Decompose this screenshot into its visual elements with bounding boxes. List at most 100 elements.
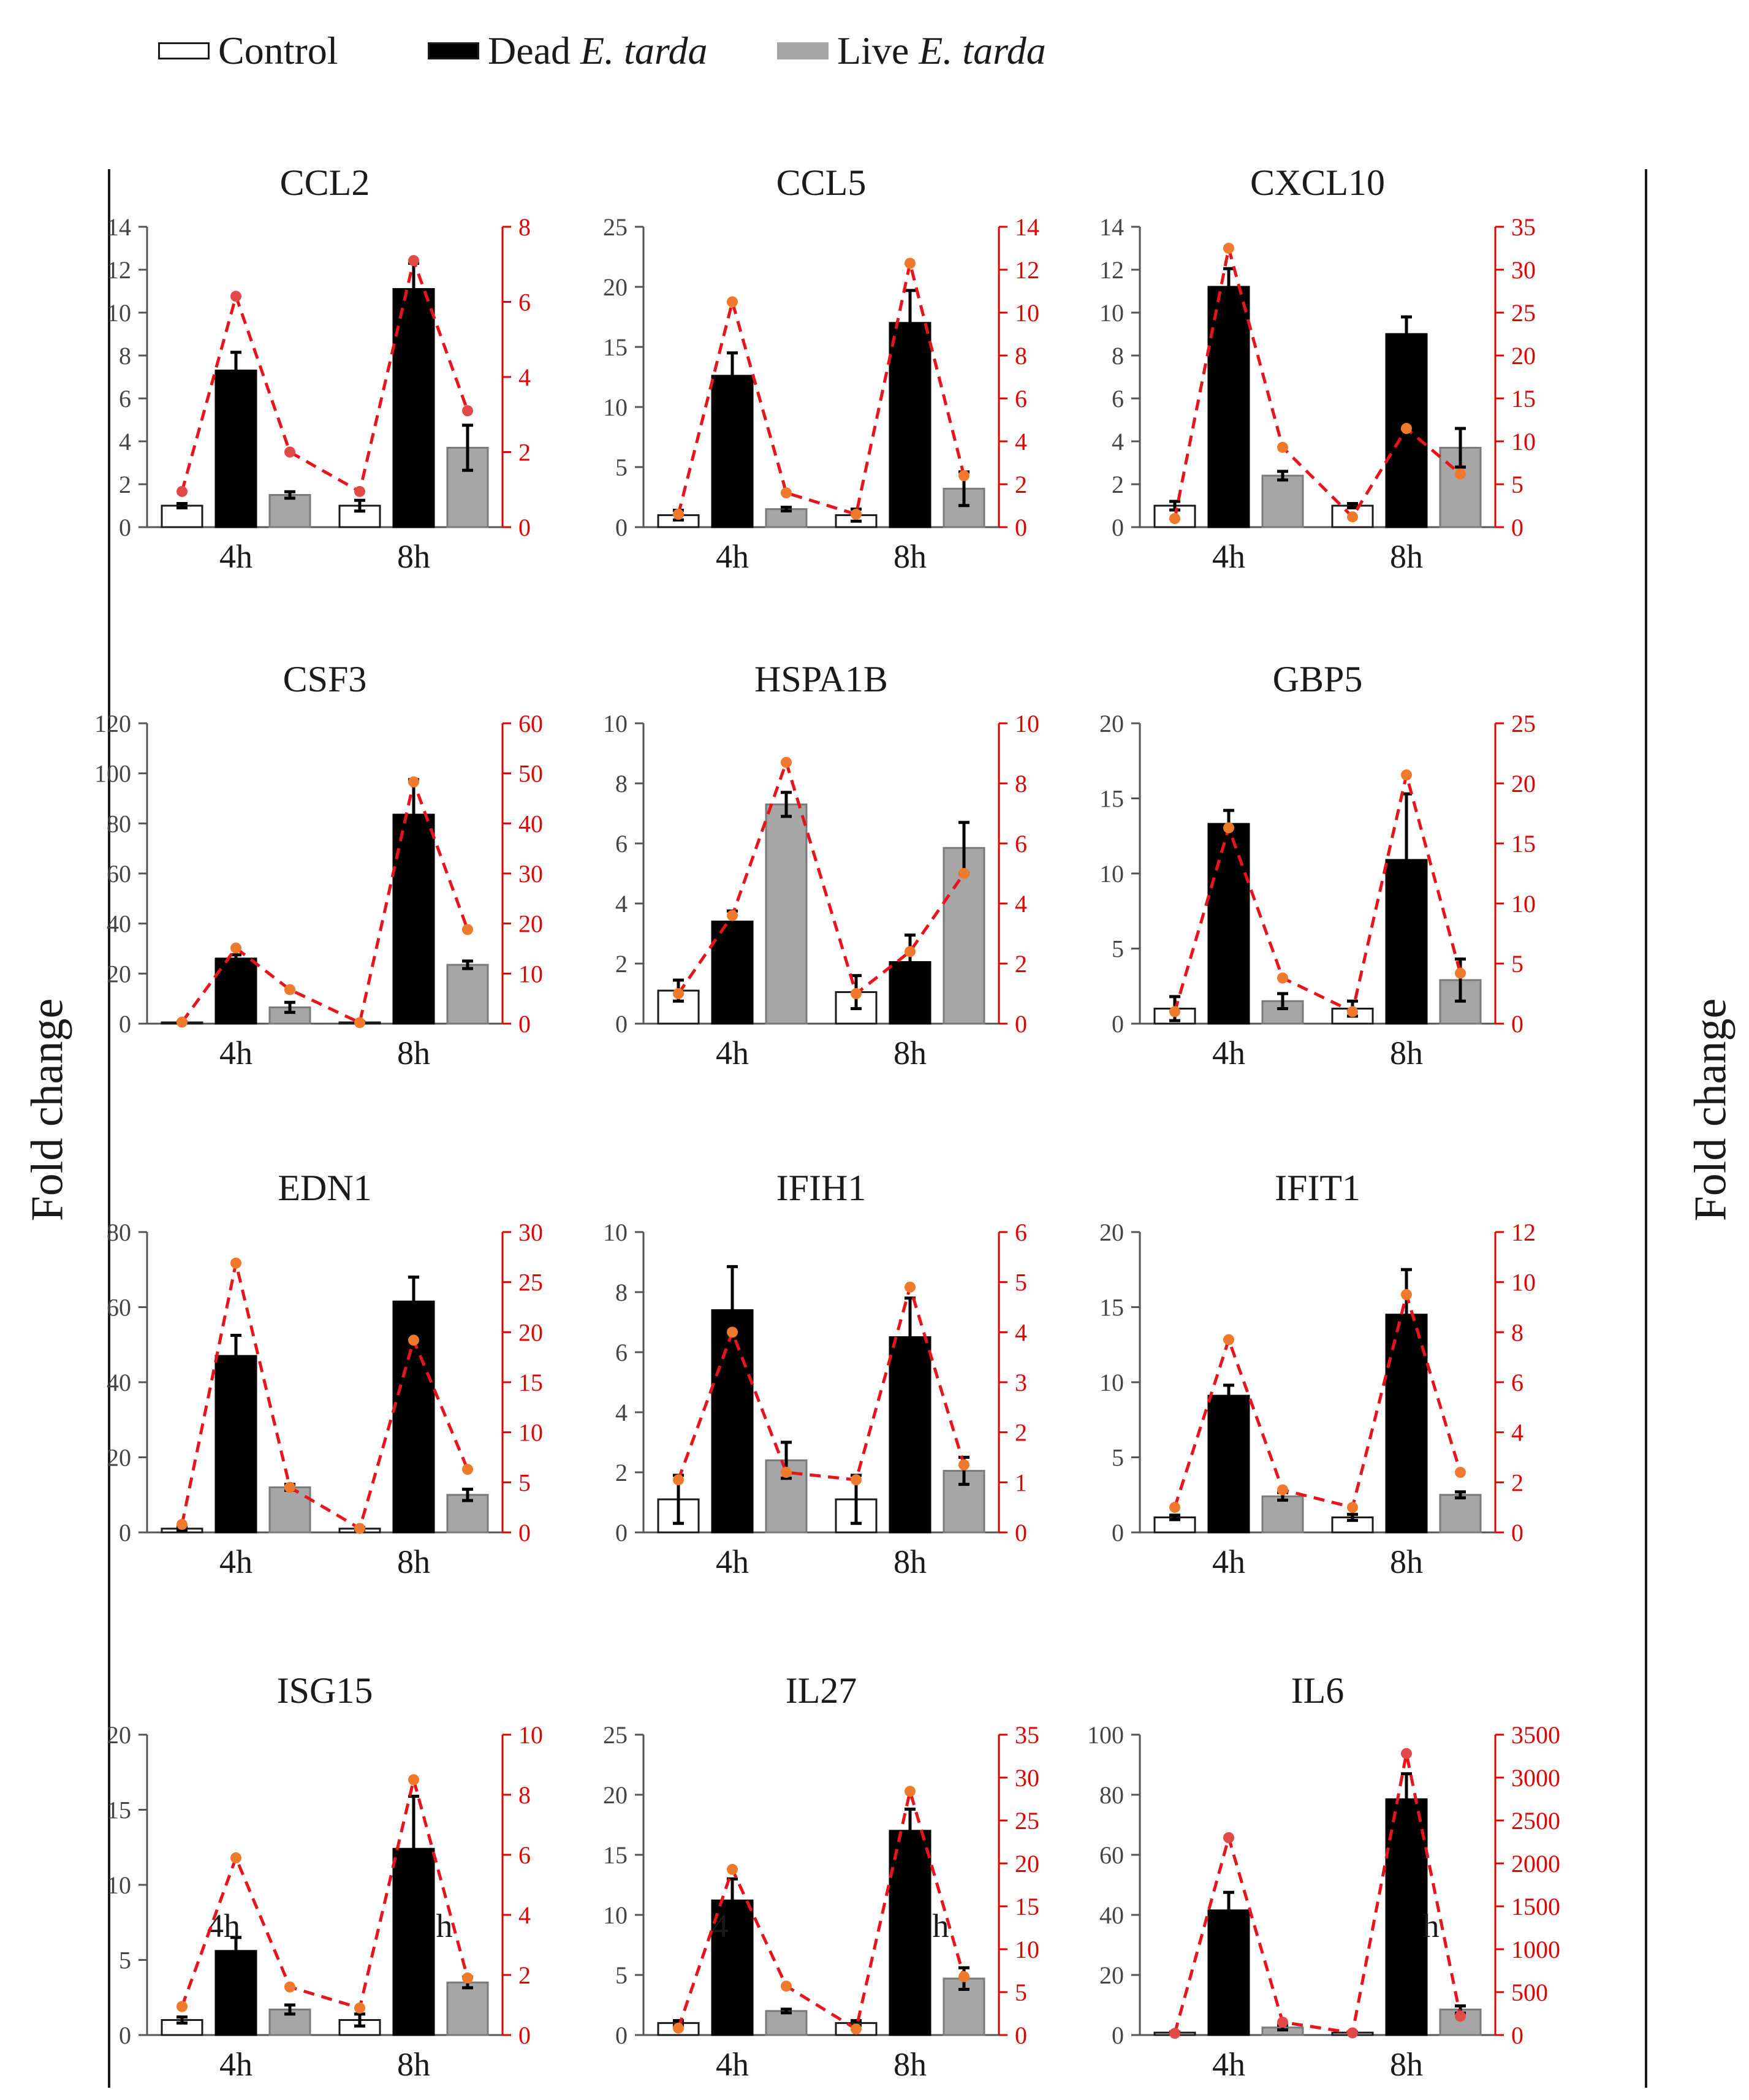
y-tick-label: 0: [119, 2022, 131, 2049]
y-tick-label: 4: [615, 1399, 628, 1426]
y2-tick-label: 3: [1015, 1369, 1027, 1396]
bar-dead-8h: [1385, 1798, 1428, 2036]
y2-tick-label: 30: [1511, 256, 1536, 284]
x-tick-label-4h: 4h: [1212, 1035, 1245, 1071]
y2-tick-label: 4: [1015, 1318, 1027, 1346]
line-marker: [1347, 511, 1358, 523]
x-tick-label-4h: 4h: [1212, 2046, 1245, 2083]
y-tick-label: 10: [1099, 1369, 1124, 1396]
y-tick-label: 80: [107, 1219, 131, 1246]
x-tick-label-4h: 4h: [219, 2046, 252, 2083]
legend: Control Dead E. tarda Live E. tarda: [158, 23, 1322, 78]
y2-tick-label: 8: [1015, 770, 1027, 797]
y-tick-label: 10: [603, 394, 628, 421]
line-marker: [781, 487, 792, 498]
y-tick-label: 60: [107, 1294, 131, 1322]
line-marker: [354, 485, 365, 497]
y2-tick-label: 10: [1015, 710, 1039, 737]
series-line-secondary: [180, 255, 469, 494]
y-tick-label: 100: [1087, 1721, 1124, 1749]
y-tick-label: 2: [615, 950, 628, 978]
legend-swatch-live: [777, 42, 829, 59]
legend-label-live: Live E. tarda: [837, 29, 1046, 72]
y-tick-label: 0: [119, 514, 131, 541]
x-tick-label-8h: 8h: [1390, 1035, 1423, 1071]
line-marker: [958, 868, 969, 879]
y-tick-label: 0: [615, 1519, 628, 1546]
y-tick-label: 40: [107, 910, 131, 938]
x-tick-label-8h: 8h: [397, 538, 430, 575]
y-tick-label: 40: [1099, 1901, 1124, 1929]
y2-tick-label: 5: [1511, 471, 1523, 498]
y-tick-label: 40: [107, 1369, 131, 1396]
x-tick-label-8h: 8h: [397, 1543, 430, 1580]
chart-ccl2: CCL2 0 2 4 6 8 10 12 14 0 2 4 6 8 4h 8h: [107, 162, 531, 575]
line-marker: [1455, 967, 1466, 979]
line-marker: [284, 984, 295, 995]
y2-tick-label: 4: [1015, 890, 1027, 918]
y2-tick-label: 1: [1015, 1469, 1027, 1496]
y-tick-label: 15: [1099, 785, 1124, 813]
y2-tick-label: 50: [518, 760, 543, 788]
line-marker: [354, 1017, 365, 1029]
y2-tick-label: 1000: [1511, 1936, 1560, 1963]
chart-title: HSPA1B: [754, 659, 888, 699]
chart-title: CXCL10: [1250, 162, 1385, 203]
line-marker: [284, 1482, 295, 1493]
bar-live-8h: [446, 1981, 489, 2036]
overlap-label: 4: [712, 1908, 729, 1944]
right-frame-line: [1645, 169, 1647, 2088]
overlap-label: h: [933, 1908, 949, 1944]
series-line-secondary: [1173, 1753, 1462, 2035]
y-tick-label: 10: [107, 299, 131, 327]
y2-tick-label: 0: [1015, 2022, 1027, 2049]
y2-tick-label: 20: [518, 1318, 543, 1346]
y2-tick-label: 25: [1015, 1807, 1039, 1835]
line-marker: [727, 1326, 738, 1338]
left-frame-line: [108, 169, 110, 2088]
y2-tick-label: 3000: [1511, 1764, 1560, 1792]
y-tick-label: 10: [107, 1871, 131, 1899]
x-tick-label-4h: 4h: [1212, 1543, 1245, 1580]
line-marker: [408, 776, 419, 788]
y-tick-label: 6: [615, 1339, 628, 1366]
y2-tick-label: 0: [518, 1010, 531, 1038]
y2-tick-label: 1500: [1511, 1893, 1560, 1920]
legend-item-live: Live E. tarda: [777, 23, 1046, 78]
y-tick-label: 10: [603, 1219, 628, 1246]
line-marker: [1169, 1502, 1180, 1513]
bar-dead-4h: [1207, 1909, 1250, 2036]
y2-tick-label: 8: [1015, 342, 1027, 370]
line-marker: [673, 1474, 684, 1486]
y-tick-label: 0: [1112, 514, 1124, 541]
x-tick-label-8h: 8h: [893, 538, 927, 575]
line-marker: [176, 1518, 188, 1530]
series-line-secondary: [677, 757, 966, 997]
y-tick-label: 80: [107, 810, 131, 837]
line-marker: [176, 485, 188, 497]
chart-edn1: EDN1 0 20 40 60 80 0 5 10 15 20 25 30 4h 8h: [107, 1168, 543, 1580]
y2-tick-label: 25: [518, 1269, 543, 1296]
line-marker: [727, 910, 738, 921]
y-tick-label: 100: [94, 760, 131, 788]
y2-tick-label: 12: [1511, 1219, 1536, 1246]
line-marker: [1169, 1006, 1180, 1018]
y2-tick-label: 6: [1015, 385, 1027, 413]
bar-dead-4h: [214, 957, 257, 1025]
line-marker: [781, 1467, 792, 1478]
line-marker: [1455, 2011, 1466, 2022]
line-marker: [230, 1257, 241, 1269]
y2-tick-label: 10: [1511, 1269, 1536, 1296]
line-marker: [781, 756, 792, 768]
bar-dead-4h: [1207, 286, 1250, 528]
y2-tick-label: 0: [1511, 2022, 1523, 2049]
y2-tick-label: 10: [1511, 428, 1536, 455]
y2-tick-label: 3500: [1511, 1721, 1560, 1749]
y2-tick-label: 5: [1015, 1269, 1027, 1296]
series-line-secondary: [180, 1263, 469, 1531]
line-marker: [284, 446, 295, 458]
y2-tick-label: 0: [1511, 1519, 1523, 1546]
line-marker: [1223, 1832, 1234, 1843]
line-marker: [354, 1523, 365, 1534]
